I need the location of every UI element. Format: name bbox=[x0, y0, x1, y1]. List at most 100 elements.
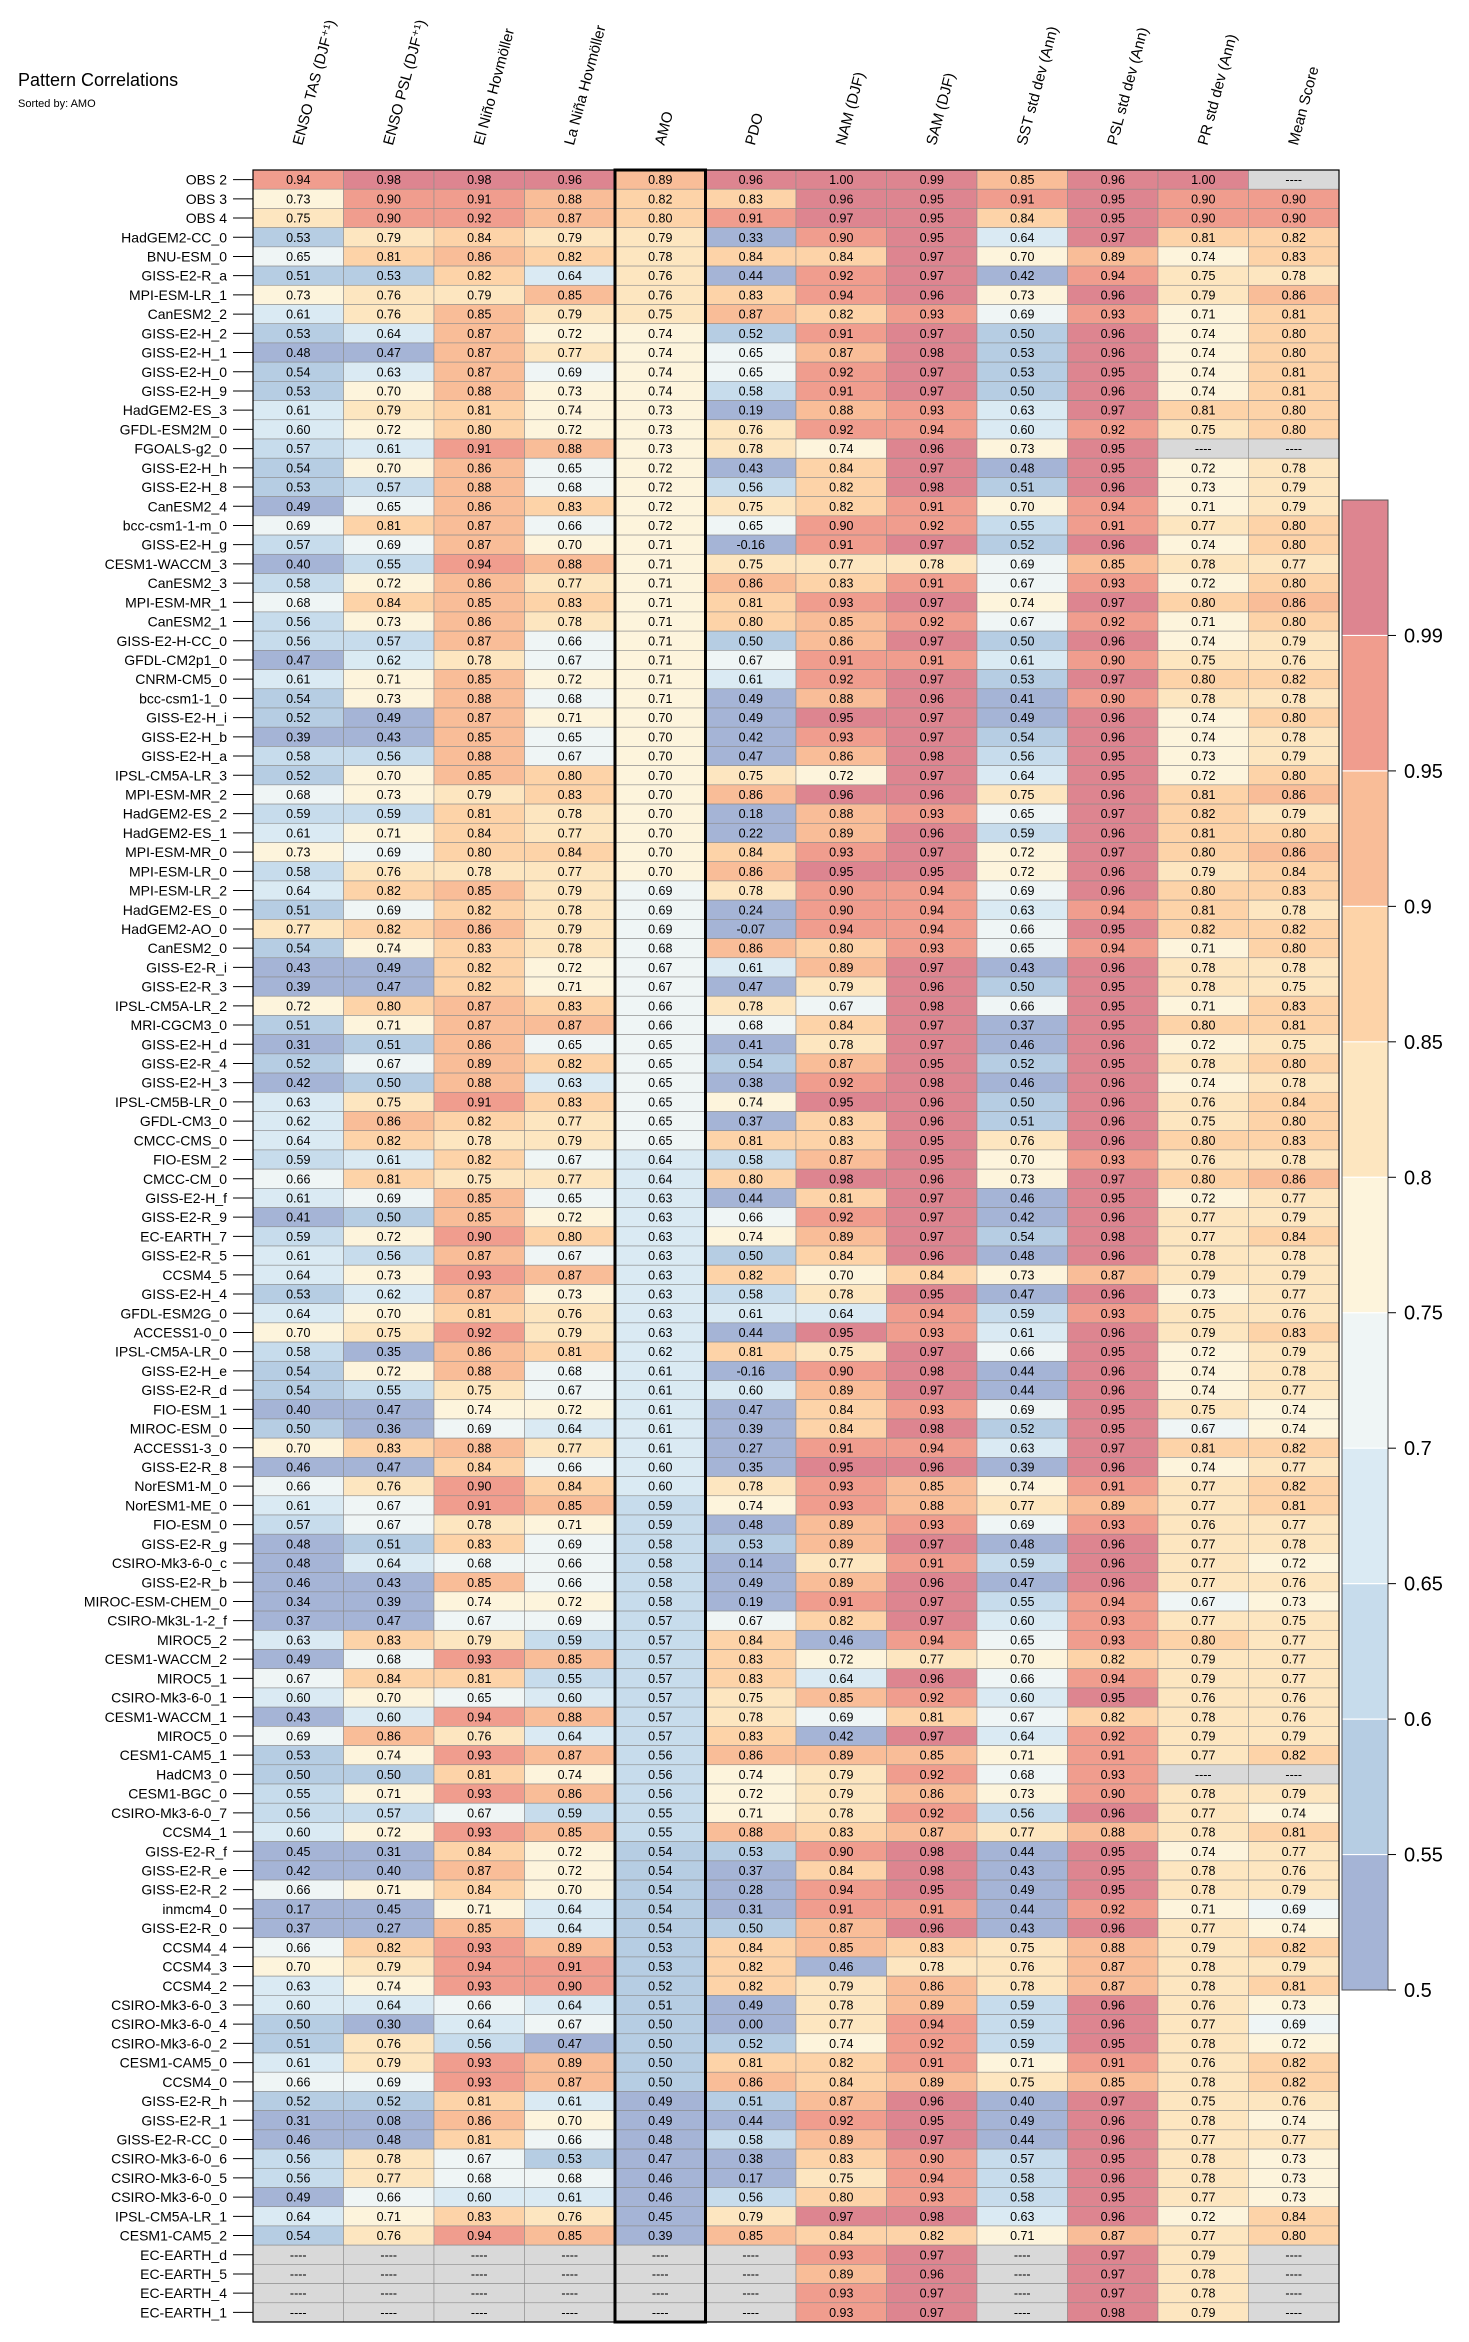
cell-value: 0.79 bbox=[558, 1134, 582, 1148]
cell-value: 0.93 bbox=[467, 1941, 491, 1955]
row-label: HadGEM2-ES_2 bbox=[123, 806, 227, 822]
cell-value: 0.69 bbox=[1010, 884, 1034, 898]
cell-value: 0.98 bbox=[920, 346, 944, 360]
cell-value: 0.68 bbox=[467, 1557, 491, 1571]
cell-value: 0.55 bbox=[648, 1806, 672, 1820]
cell-value: 0.90 bbox=[558, 1979, 582, 1993]
cell-value: 0.48 bbox=[1010, 461, 1034, 475]
cell-value: 0.57 bbox=[648, 1614, 672, 1628]
cell-value: 0.47 bbox=[377, 1460, 401, 1474]
cell-value: 0.95 bbox=[1101, 461, 1125, 475]
cell-value: 0.82 bbox=[829, 1614, 853, 1628]
cell-value: 0.78 bbox=[1191, 1057, 1215, 1071]
cell-value: 0.61 bbox=[648, 1364, 672, 1378]
cell-value: 0.86 bbox=[467, 500, 491, 514]
row-label: NorESM1-M_0 bbox=[134, 1478, 227, 1494]
cell-value: 0.82 bbox=[1282, 1480, 1306, 1494]
cell-value: 0.80 bbox=[467, 846, 491, 860]
cell-value: 0.97 bbox=[1101, 807, 1125, 821]
cell-value: 0.96 bbox=[1101, 788, 1125, 802]
cell-value: 0.86 bbox=[1282, 1172, 1306, 1186]
row-label: EC-EARTH_7 bbox=[140, 1228, 227, 1244]
cell-value: 0.97 bbox=[920, 250, 944, 264]
row-label: CCSM4_2 bbox=[162, 1978, 227, 1994]
cell-value: 0.43 bbox=[377, 730, 401, 744]
cell-value: 0.86 bbox=[829, 634, 853, 648]
cell-value: 0.78 bbox=[1191, 1960, 1215, 1974]
cell-value: 0.50 bbox=[648, 2018, 672, 2032]
cell-value: 0.74 bbox=[648, 365, 672, 379]
cell-value: 0.76 bbox=[1282, 1691, 1306, 1705]
cell-value: 0.94 bbox=[920, 2171, 944, 2185]
cell-value: 0.89 bbox=[829, 1518, 853, 1532]
cell-value: 0.76 bbox=[1282, 1576, 1306, 1590]
cell-value: 0.66 bbox=[286, 1172, 310, 1186]
cell-value: 0.71 bbox=[377, 1019, 401, 1033]
cell-value: 0.37 bbox=[739, 1115, 763, 1129]
cell-value: 0.22 bbox=[739, 826, 763, 840]
cell-value: 0.67 bbox=[739, 1614, 763, 1628]
cell-value: ---- bbox=[742, 2248, 759, 2262]
cell-value: 0.97 bbox=[920, 538, 944, 552]
cell-value: 0.77 bbox=[558, 577, 582, 591]
cell-value: 0.85 bbox=[467, 1576, 491, 1590]
cell-value: 0.79 bbox=[1191, 1653, 1215, 1667]
column-header: ENSO TAS (DJF⁺¹) bbox=[290, 18, 340, 147]
cell-value: 0.40 bbox=[1010, 2095, 1034, 2109]
cell-value: 0.73 bbox=[1282, 1595, 1306, 1609]
cell-value: 0.87 bbox=[1101, 1268, 1125, 1282]
cell-value: 0.87 bbox=[467, 634, 491, 648]
cell-value: 0.80 bbox=[1282, 942, 1306, 956]
cell-value: 0.82 bbox=[1101, 1710, 1125, 1724]
cell-value: 0.84 bbox=[829, 1019, 853, 1033]
cell-value: 0.50 bbox=[1010, 634, 1034, 648]
cell-value: 0.84 bbox=[1282, 865, 1306, 879]
cell-value: 0.93 bbox=[920, 942, 944, 956]
row-label: GISS-E2-R_0 bbox=[141, 1920, 227, 1936]
cell-value: 0.77 bbox=[1191, 1749, 1215, 1763]
cell-value: 0.68 bbox=[377, 1653, 401, 1667]
cell-value: 0.61 bbox=[648, 1384, 672, 1398]
cell-value: 0.78 bbox=[648, 250, 672, 264]
cell-value: 0.84 bbox=[739, 1941, 763, 1955]
cell-value: 0.75 bbox=[467, 1172, 491, 1186]
cell-value: 0.59 bbox=[286, 1230, 310, 1244]
cell-value: 0.42 bbox=[286, 1864, 310, 1878]
cell-value: 0.79 bbox=[1282, 750, 1306, 764]
cell-value: 0.90 bbox=[467, 1480, 491, 1494]
cell-value: 0.44 bbox=[1010, 1902, 1034, 1916]
cell-value: 0.67 bbox=[1010, 615, 1034, 629]
cell-value: 0.74 bbox=[648, 384, 672, 398]
colorbar-band bbox=[1342, 906, 1388, 1042]
cell-value: 0.08 bbox=[377, 2114, 401, 2128]
cell-value: 0.95 bbox=[1101, 365, 1125, 379]
cell-value: 0.63 bbox=[648, 1211, 672, 1225]
cell-value: 0.91 bbox=[1101, 2056, 1125, 2070]
cell-value: 0.90 bbox=[1191, 192, 1215, 206]
cell-value: 0.75 bbox=[1191, 1115, 1215, 1129]
cell-value: 0.53 bbox=[739, 1845, 763, 1859]
cell-value: 0.76 bbox=[377, 2037, 401, 2051]
cell-value: 0.82 bbox=[1282, 673, 1306, 687]
cell-value: 0.72 bbox=[1282, 2037, 1306, 2051]
row-label: GISS-E2-H_0 bbox=[141, 364, 227, 380]
cell-value: 0.46 bbox=[648, 2191, 672, 2205]
cell-value: 0.73 bbox=[377, 615, 401, 629]
cell-value: 0.76 bbox=[1191, 2056, 1215, 2070]
row-label: GISS-E2-H_h bbox=[141, 460, 227, 476]
cell-value: 0.77 bbox=[829, 2018, 853, 2032]
cell-value: 0.83 bbox=[558, 596, 582, 610]
cell-value: 0.24 bbox=[739, 903, 763, 917]
cell-value: 0.95 bbox=[920, 1134, 944, 1148]
cell-value: 0.94 bbox=[920, 1633, 944, 1647]
cell-value: 0.60 bbox=[377, 1710, 401, 1724]
cell-value: 0.70 bbox=[648, 788, 672, 802]
cell-value: 0.64 bbox=[648, 1172, 672, 1186]
cell-value: 0.74 bbox=[377, 1749, 401, 1763]
cell-value: 0.96 bbox=[1101, 1326, 1125, 1340]
cell-value: 0.41 bbox=[1010, 692, 1034, 706]
cell-value: 0.81 bbox=[377, 1172, 401, 1186]
cell-value: 0.73 bbox=[286, 288, 310, 302]
cell-value: 0.71 bbox=[377, 826, 401, 840]
cell-value: 0.49 bbox=[739, 1998, 763, 2012]
